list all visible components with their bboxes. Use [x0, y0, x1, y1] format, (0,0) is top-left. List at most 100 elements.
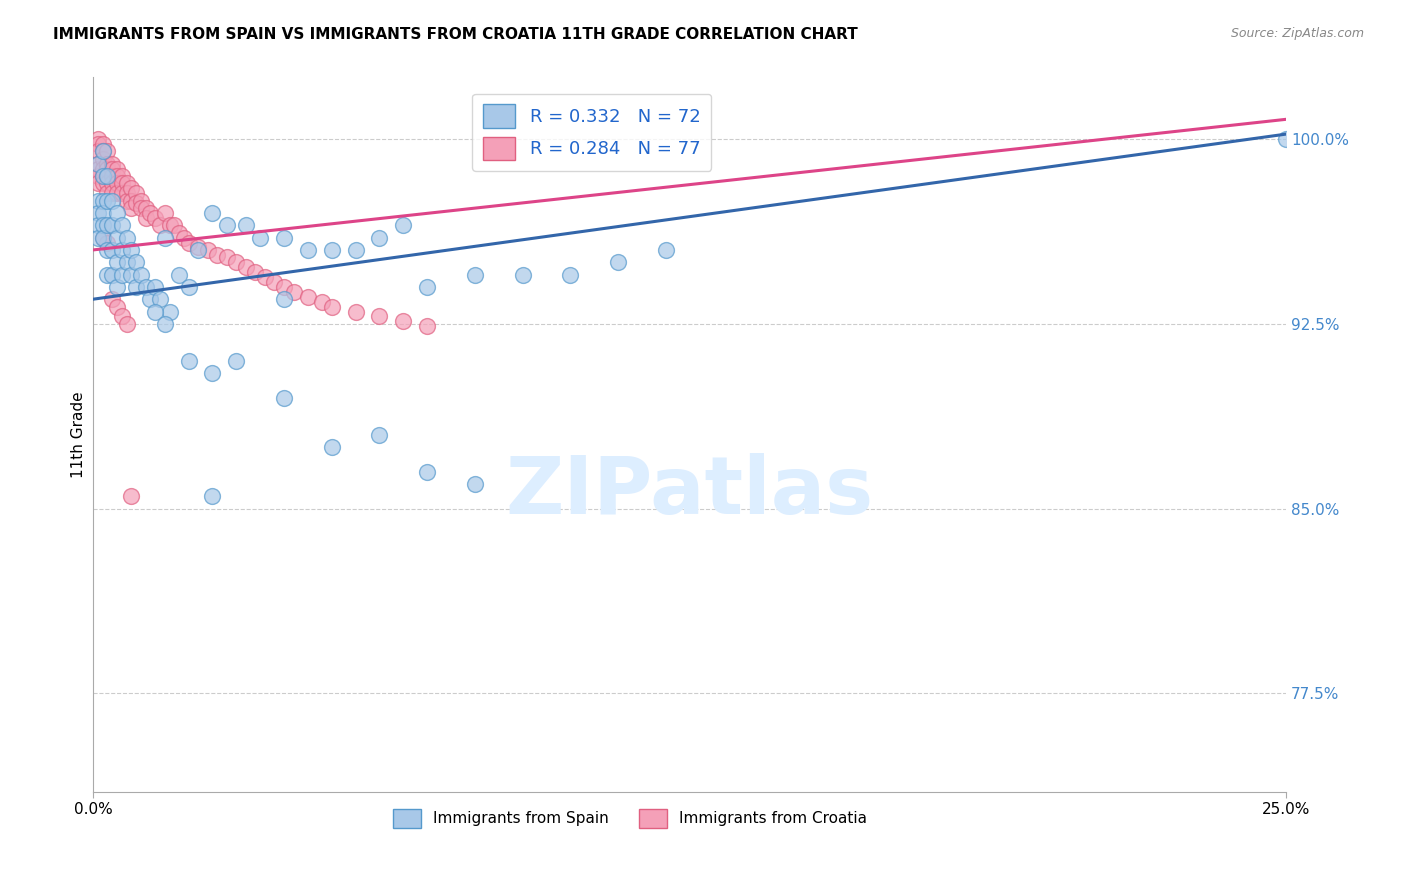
Point	[321, 243, 343, 257]
Point	[101, 292, 124, 306]
Point	[321, 300, 343, 314]
Point	[111, 169, 134, 183]
Point	[177, 235, 200, 250]
Point	[153, 230, 176, 244]
Point	[464, 268, 486, 282]
Point	[120, 268, 142, 282]
Point	[283, 285, 305, 299]
Point	[153, 206, 176, 220]
Point	[96, 235, 118, 250]
Point	[96, 219, 118, 233]
Point	[245, 265, 267, 279]
Point	[139, 206, 162, 220]
Point	[368, 310, 391, 324]
Point	[225, 353, 247, 368]
Point	[91, 161, 114, 176]
Point	[105, 255, 128, 269]
Point	[149, 292, 172, 306]
Point	[96, 169, 118, 183]
Point	[120, 243, 142, 257]
Point	[96, 161, 118, 176]
Point	[101, 194, 124, 208]
Point	[96, 177, 118, 191]
Point	[101, 219, 124, 233]
Point	[115, 317, 138, 331]
Point	[201, 366, 224, 380]
Point	[392, 219, 415, 233]
Point	[91, 169, 114, 183]
Point	[105, 206, 128, 220]
Point	[96, 243, 118, 257]
Point	[125, 255, 148, 269]
Point	[163, 219, 186, 233]
Point	[115, 177, 138, 191]
Point	[512, 268, 534, 282]
Point	[159, 304, 181, 318]
Point	[321, 440, 343, 454]
Point	[173, 230, 195, 244]
Point	[101, 186, 124, 201]
Point	[177, 353, 200, 368]
Point	[115, 186, 138, 201]
Point	[91, 230, 114, 244]
Point	[105, 280, 128, 294]
Point	[392, 314, 415, 328]
Point	[120, 181, 142, 195]
Point	[297, 243, 319, 257]
Point	[91, 194, 114, 208]
Point	[111, 186, 134, 201]
Point	[105, 161, 128, 176]
Point	[143, 211, 166, 225]
Point	[105, 177, 128, 191]
Point	[249, 230, 271, 244]
Point	[297, 290, 319, 304]
Point	[96, 169, 118, 183]
Point	[105, 169, 128, 183]
Point	[607, 255, 630, 269]
Point	[115, 194, 138, 208]
Point	[87, 145, 110, 159]
Point	[120, 489, 142, 503]
Point	[87, 156, 110, 170]
Point	[101, 169, 124, 183]
Point	[125, 280, 148, 294]
Point	[87, 206, 110, 220]
Point	[125, 196, 148, 211]
Point	[105, 186, 128, 201]
Point	[120, 201, 142, 215]
Point	[96, 186, 118, 201]
Point	[129, 201, 152, 215]
Point	[87, 219, 110, 233]
Point	[87, 194, 110, 208]
Point	[215, 219, 238, 233]
Point	[96, 268, 118, 282]
Point	[101, 243, 124, 257]
Point	[416, 319, 439, 334]
Point	[101, 156, 124, 170]
Point	[91, 177, 114, 191]
Point	[143, 280, 166, 294]
Point	[87, 132, 110, 146]
Point	[273, 230, 295, 244]
Point	[273, 391, 295, 405]
Text: ZIPatlas: ZIPatlas	[505, 453, 873, 531]
Point	[143, 304, 166, 318]
Point	[91, 169, 114, 183]
Point	[167, 226, 190, 240]
Text: IMMIGRANTS FROM SPAIN VS IMMIGRANTS FROM CROATIA 11TH GRADE CORRELATION CHART: IMMIGRANTS FROM SPAIN VS IMMIGRANTS FROM…	[53, 27, 858, 42]
Point	[416, 465, 439, 479]
Point	[368, 427, 391, 442]
Point	[464, 477, 486, 491]
Point	[115, 255, 138, 269]
Point	[105, 230, 128, 244]
Point	[120, 194, 142, 208]
Point	[197, 243, 219, 257]
Point	[207, 248, 229, 262]
Point	[159, 219, 181, 233]
Point	[87, 230, 110, 244]
Point	[87, 169, 110, 183]
Point	[311, 294, 333, 309]
Point	[225, 255, 247, 269]
Point	[96, 194, 118, 208]
Point	[167, 268, 190, 282]
